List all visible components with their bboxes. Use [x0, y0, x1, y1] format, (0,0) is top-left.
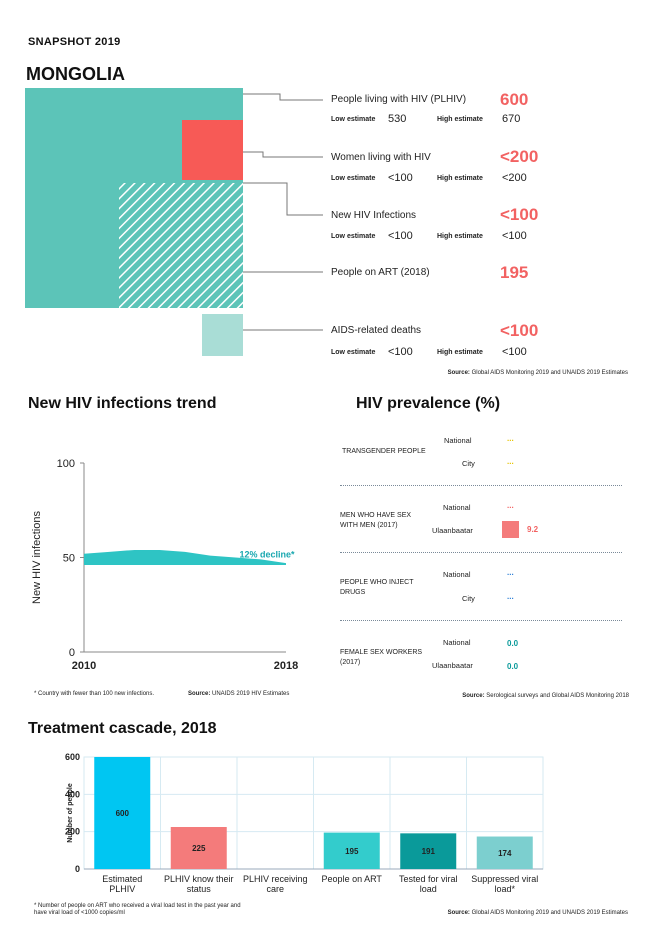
deaths-low-label: Low estimate — [331, 349, 376, 356]
prevalence-value: ... — [507, 434, 514, 443]
cascade-chart: 0 200 400 600 Number of people 600 Estimated PL… — [65, 752, 544, 894]
new-infections-value: <100 — [500, 205, 539, 224]
prevalence-loc: National — [443, 503, 471, 512]
y-tick-label: 100 — [57, 458, 75, 470]
category-label: PLHIV know their status — [164, 874, 234, 894]
prevalence-value: 0.0 — [507, 662, 519, 671]
prevalence-value: ... — [507, 457, 514, 466]
art-label: People on ART (2018) — [331, 267, 430, 278]
prevalence-value: ... — [507, 568, 514, 577]
connector-new-infections — [243, 182, 323, 216]
new-infections-low-value: <100 — [388, 230, 413, 242]
y-tick-label: 600 — [65, 752, 80, 762]
x-tick-label: 2018 — [274, 660, 298, 672]
women-low-label: Low estimate — [331, 175, 376, 182]
deaths-high-label: High estimate — [437, 349, 483, 356]
plhiv-low-value: 530 — [388, 113, 407, 125]
prevalence-value: 0.0 — [507, 639, 519, 648]
y-tick-label: 0 — [75, 864, 80, 874]
prevalence-loc: Ulaanbaatar — [432, 661, 473, 670]
estimates-graphic — [25, 88, 323, 356]
prevalence-source: Source: Serological surveys and Global A… — [462, 693, 629, 699]
cascade-footnote: * Number of people on ART who received a… — [34, 903, 241, 916]
deaths-square — [202, 314, 243, 356]
new-infections-low-label: Low estimate — [331, 233, 376, 240]
women-square — [182, 120, 243, 180]
prevalence-loc: Ulaanbaatar — [432, 526, 473, 535]
women-label: Women living with HIV — [331, 152, 431, 163]
art-value: 195 — [500, 263, 529, 282]
divider — [340, 485, 622, 486]
y-tick-label: 400 — [65, 789, 80, 799]
prevalence-value: 9.2 — [527, 525, 539, 534]
bar-value-label: 174 — [498, 849, 512, 858]
country-title: MONGOLIA — [26, 64, 125, 84]
cascade-bar — [94, 757, 151, 869]
prevalence-loc: National — [443, 570, 471, 579]
cascade-title: Treatment cascade, 2018 — [28, 720, 217, 737]
women-low-value: <100 — [388, 172, 413, 184]
plhiv-low-label: Low estimate — [331, 116, 376, 123]
plhiv-high-value: 670 — [502, 113, 521, 125]
prevalence-group-fsw: FEMALE SEX WORKERS (2017) — [340, 649, 423, 666]
bar-value-label: 600 — [116, 809, 130, 818]
prevalence-group-pwid: PEOPLE WHO INJECT DRUGS — [340, 579, 414, 596]
trend-source: Source: UNAIDS 2019 HIV Estimates — [188, 691, 290, 697]
snapshot-label: SNAPSHOT 2019 — [28, 36, 121, 48]
msm-prevalence-bar — [502, 521, 519, 538]
estimates-source: Source: Global AIDS Monitoring 2019 and … — [447, 370, 628, 376]
y-tick-label: 0 — [69, 647, 75, 659]
trend-chart: 0 50 100 2010 2018 New HIV infections 12% decl… — [31, 458, 298, 672]
prevalence-loc: National — [444, 436, 472, 445]
divider — [340, 620, 622, 621]
prevalence-loc: City — [462, 594, 475, 603]
deaths-low-value: <100 — [388, 346, 413, 358]
prevalence-value: ... — [507, 592, 514, 601]
prevalence-loc: City — [462, 459, 475, 468]
cascade-bar — [476, 836, 533, 869]
divider — [340, 552, 622, 553]
cascade-bar — [170, 827, 227, 869]
trend-annotation: 12% decline* — [239, 550, 295, 560]
art-square — [119, 183, 243, 308]
women-high-label: High estimate — [437, 175, 483, 182]
women-high-value: <200 — [502, 172, 527, 184]
plhiv-value: 600 — [500, 90, 529, 109]
y-axis-label: New HIV infections — [31, 511, 43, 604]
new-infections-high-label: High estimate — [437, 233, 483, 240]
prevalence-group-msm: MEN WHO HAVE SEX WITH MEN (2017) — [340, 512, 412, 529]
bar-value-label: 191 — [422, 847, 436, 856]
new-infections-high-value: <100 — [502, 230, 527, 242]
cascade-bar — [323, 832, 380, 869]
deaths-label: AIDS-related deaths — [331, 325, 422, 336]
trend-band — [84, 549, 286, 566]
deaths-value: <100 — [500, 321, 539, 340]
deaths-high-value: <100 — [502, 346, 527, 358]
prevalence-group-transgender: TRANSGENDER PEOPLE — [342, 448, 426, 455]
new-infections-label: New HIV Infections — [331, 210, 417, 221]
bar-value-label: 225 — [192, 844, 206, 853]
x-tick-label: 2010 — [72, 660, 96, 672]
category-label: Tested for viral load — [399, 874, 458, 894]
cascade-source: Source: Global AIDS Monitoring 2019 and … — [447, 910, 628, 916]
trend-footnote: * Country with fewer than 100 new infect… — [34, 691, 155, 697]
prevalence-title: HIV prevalence (%) — [356, 395, 501, 412]
plhiv-label: People living with HIV (PLHIV) — [331, 94, 467, 105]
y-axis-label: Number of people — [67, 783, 74, 843]
prevalence-loc: National — [443, 638, 471, 647]
y-tick-label: 50 — [63, 553, 75, 565]
category-label: PLHIV receiving care — [243, 874, 308, 894]
category-label: Estimated PLHIV — [102, 874, 142, 894]
category-label: People on ART — [322, 874, 383, 884]
connector-women — [243, 151, 323, 158]
bar-value-label: 195 — [345, 847, 359, 856]
women-value: <200 — [500, 147, 539, 166]
connector-plhiv — [243, 93, 323, 101]
cascade-bar — [400, 833, 457, 869]
category-label: Suppressed viral load* — [471, 874, 538, 894]
y-tick-label: 200 — [65, 827, 80, 837]
plhiv-high-label: High estimate — [437, 116, 483, 123]
prevalence-value: ... — [507, 501, 514, 510]
trend-title: New HIV infections trend — [28, 395, 217, 412]
